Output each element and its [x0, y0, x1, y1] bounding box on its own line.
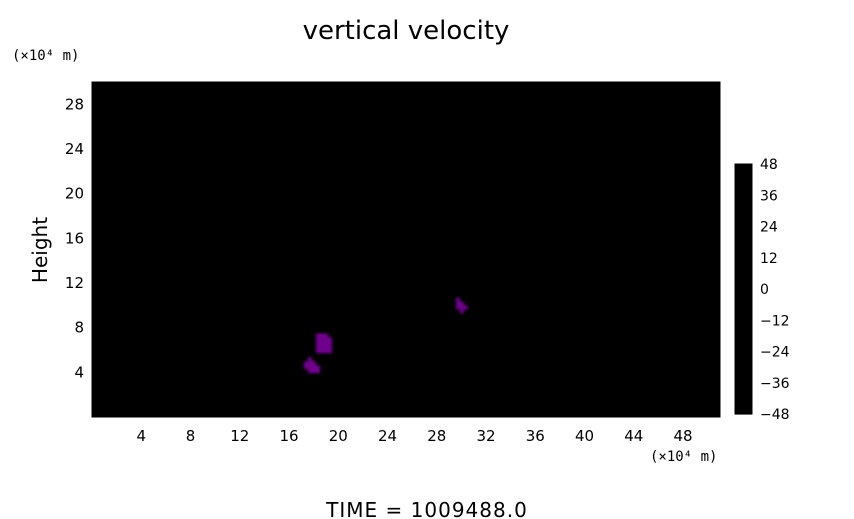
- colorbar-band: [735, 249, 752, 259]
- x-tick-label: 32: [476, 427, 495, 445]
- y-axis-ticks: 4 8 12 16 20 24 28: [65, 95, 97, 381]
- y-tick-label: 4: [74, 363, 84, 381]
- colorbar-tick-label: −48: [760, 407, 790, 423]
- colorbar-band: [735, 281, 752, 290]
- x-tick-label: 28: [427, 427, 446, 445]
- colorbar-band: [735, 406, 752, 415]
- colorbar-band: [735, 273, 752, 282]
- x-tick-label: 36: [526, 427, 545, 445]
- colorbar-band: [735, 164, 752, 173]
- x-unit-label: (×10⁴ m): [650, 449, 717, 465]
- colorbar-tick-label: 12: [760, 251, 778, 267]
- colorbar-band: [735, 210, 752, 220]
- colorbar-band: [735, 257, 752, 267]
- y-tick-label: 12: [65, 274, 84, 292]
- colorbar-tick-label: 48: [760, 157, 778, 173]
- plot-frame: [91, 81, 721, 418]
- y-tick-label: 16: [65, 229, 84, 247]
- x-tick-label: 20: [329, 427, 348, 445]
- x-tick-label: 24: [378, 427, 397, 445]
- colorbar-tick-label: 24: [760, 220, 778, 236]
- colorbar-band: [735, 359, 752, 368]
- colorbar-band: [735, 351, 752, 360]
- colorbar-band: [735, 218, 752, 228]
- x-tick-label: 4: [136, 427, 146, 445]
- y-axis-label: Height: [28, 217, 52, 283]
- colorbar-band: [735, 328, 752, 337]
- colorbar-band: [735, 296, 752, 306]
- x-tick-label: 40: [575, 427, 594, 445]
- heatmap-plot-area: [91, 81, 721, 418]
- colorbar-band: [735, 390, 752, 399]
- y-tick-label: 28: [65, 95, 84, 113]
- colorbar-band: [735, 312, 752, 321]
- colorbar-band: [735, 171, 752, 181]
- colorbar-band: [735, 265, 752, 274]
- colorbar-band: [735, 226, 752, 235]
- colorbar-band: [735, 382, 752, 392]
- colorbar-band: [735, 289, 752, 298]
- colorbar-band: [735, 242, 752, 251]
- x-tick-label: 44: [624, 427, 643, 445]
- colorbar: 48 36 24 12 0 −12 −24 −36 −48: [734, 157, 790, 423]
- x-tick-label: 8: [186, 427, 196, 445]
- colorbar-tick-label: −12: [760, 313, 790, 329]
- colorbar-tick-label: −24: [760, 345, 790, 361]
- colorbar-band: [735, 203, 752, 212]
- colorbar-band: [735, 343, 752, 353]
- time-label: TIME = 1009488.0: [325, 498, 528, 519]
- x-tick-label: 48: [674, 427, 693, 445]
- colorbar-band: [735, 398, 752, 407]
- y-unit-label: (×10⁴ m): [12, 48, 79, 64]
- chart-title: vertical velocity: [303, 16, 510, 46]
- x-axis-ticks: 4 8 12 16 20 24 28 32 36 40 44 48: [136, 412, 693, 445]
- colorbar-band: [735, 367, 752, 376]
- heatmap-field: [92, 82, 720, 417]
- colorbar-band: [735, 304, 752, 314]
- y-tick-label: 24: [65, 140, 84, 158]
- colorbar-tick-label: −36: [760, 376, 790, 392]
- colorbar-band: [735, 187, 752, 196]
- colorbar-band: [735, 234, 752, 243]
- colorbar-band: [735, 320, 752, 329]
- colorbar-frame: [734, 163, 753, 415]
- x-tick-label: 16: [279, 427, 298, 445]
- colorbar-tick-label: 0: [760, 282, 769, 298]
- y-tick-label: 8: [74, 319, 84, 337]
- colorbar-band: [735, 374, 752, 384]
- colorbar-tick-label: 36: [760, 188, 778, 204]
- y-tick-label: 20: [65, 185, 84, 203]
- colorbar-band: [735, 335, 752, 345]
- colorbar-band: [735, 195, 752, 204]
- x-tick-label: 12: [230, 427, 249, 445]
- colorbar-band: [735, 179, 752, 189]
